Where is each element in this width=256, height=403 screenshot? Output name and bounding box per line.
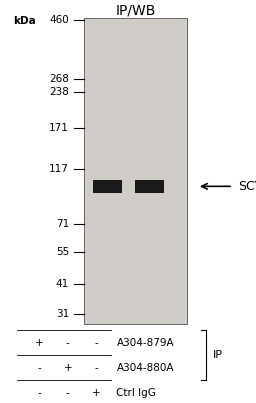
Text: 268: 268 [49, 74, 69, 84]
Text: IP/WB: IP/WB [115, 3, 156, 17]
Text: IP: IP [212, 351, 222, 360]
Text: +: + [92, 388, 100, 398]
Text: 117: 117 [49, 164, 69, 174]
Text: 71: 71 [56, 219, 69, 229]
Text: A304-880A: A304-880A [116, 363, 174, 373]
Text: -: - [66, 338, 70, 348]
Text: Ctrl IgG: Ctrl IgG [116, 388, 156, 398]
Bar [84, 18, 187, 324]
Text: -: - [38, 388, 41, 398]
Bar [135, 180, 164, 193]
Text: SCYL2: SCYL2 [238, 180, 256, 193]
Text: A304-879A: A304-879A [116, 338, 174, 348]
Bar [93, 180, 122, 193]
Text: -: - [38, 363, 41, 373]
Text: 460: 460 [49, 15, 69, 25]
Text: -: - [94, 338, 98, 348]
Text: -: - [66, 388, 70, 398]
Text: 41: 41 [56, 278, 69, 289]
Text: 55: 55 [56, 247, 69, 257]
Text: +: + [35, 338, 44, 348]
Text: kDa: kDa [13, 16, 36, 26]
Text: -: - [94, 363, 98, 373]
Text: 31: 31 [56, 309, 69, 319]
Text: 238: 238 [49, 87, 69, 97]
Text: 171: 171 [49, 123, 69, 133]
Text: +: + [63, 363, 72, 373]
